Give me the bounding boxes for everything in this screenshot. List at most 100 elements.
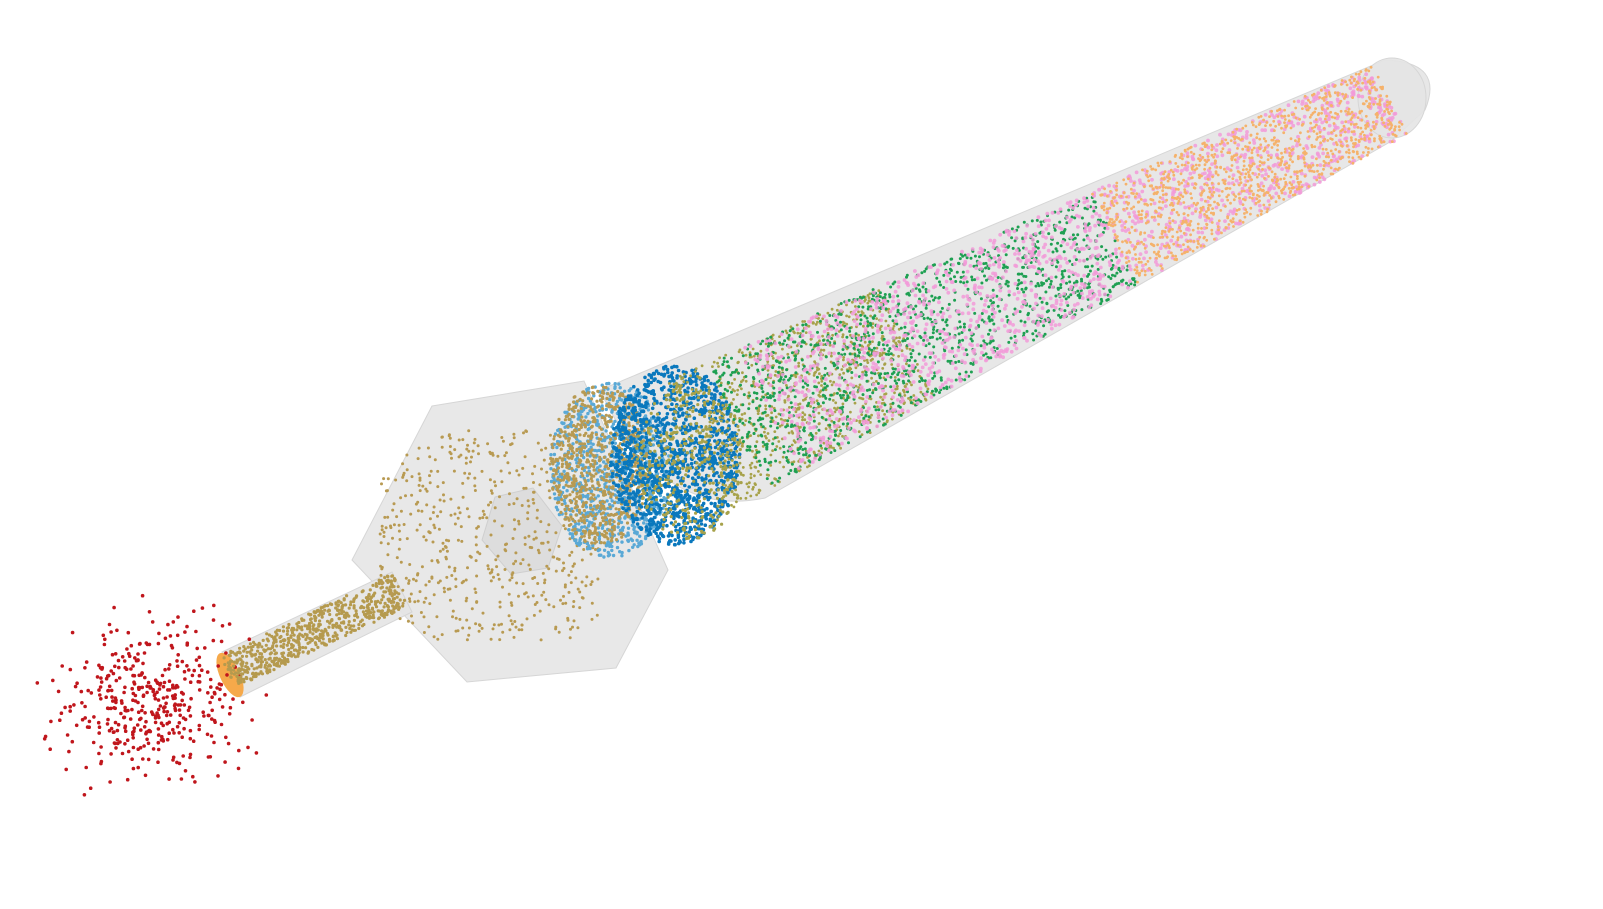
outside-source-particle [167, 777, 171, 781]
downstream-olive-particle [723, 459, 727, 463]
inlet-pipe-particle [281, 629, 286, 633]
swirl-front-light-particle [552, 452, 557, 457]
inlet-pipe-particle [244, 664, 248, 669]
swirl-front-light-particle [590, 402, 594, 406]
inlet-pipe-particle [265, 632, 269, 636]
inlet-pipe-particle [369, 611, 373, 615]
downstream-olive-particle [710, 406, 715, 410]
inlet-pipe-particle [327, 609, 331, 613]
inlet-pipe-particle [377, 580, 382, 584]
inlet-pipe-particle [383, 590, 388, 594]
hexagonal-chamber-particle [526, 595, 530, 599]
outside-source-particle [162, 709, 166, 714]
inlet-pipe-particle [301, 650, 305, 654]
inlet-pipe-particle [274, 630, 278, 634]
swirl-front-dark-particle [623, 398, 628, 402]
outside-source-particle [131, 766, 136, 771]
hexagonal-chamber-particle [578, 496, 582, 500]
hexagonal-chamber-particle [391, 508, 395, 512]
swirl-front-light-particle [630, 523, 634, 527]
outside-source-particle [87, 719, 92, 724]
hexagonal-chamber-particle [432, 523, 436, 527]
hexagonal-chamber-particle [568, 446, 573, 451]
hexagonal-chamber-particle [614, 538, 619, 542]
swirl-front-dark-particle [617, 448, 622, 453]
inlet-pipe-particle [367, 616, 371, 620]
downstream-olive-particle [675, 504, 679, 508]
inlet-pipe-particle [242, 668, 246, 672]
downstream-olive-particle [654, 498, 659, 502]
swirl-front-light-particle [597, 537, 601, 541]
swirl-front-dark-particle [725, 502, 730, 507]
hexagonal-chamber-particle [447, 565, 451, 569]
swirl-front-light-particle [586, 396, 591, 401]
outside-source-particle [167, 679, 172, 683]
hexagonal-chamber-particle [427, 625, 431, 629]
hexagonal-chamber-particle [475, 574, 479, 578]
hexagonal-chamber-particle [569, 500, 573, 505]
swirl-front-dark-particle [666, 534, 671, 538]
inlet-pipe-particle [234, 671, 238, 675]
swirl-front-light-particle [600, 526, 605, 530]
hexagonal-chamber-particle [610, 450, 614, 454]
hexagonal-chamber-particle [416, 509, 420, 513]
outside-source-particle [197, 655, 202, 660]
downstream-olive-particle [736, 482, 740, 486]
hexagonal-chamber-particle [567, 507, 571, 512]
swirl-front-light-particle [556, 496, 560, 500]
downstream-olive-particle [640, 440, 644, 444]
inlet-pipe-particle [296, 625, 300, 629]
outside-source-particle [169, 643, 174, 648]
downstream-olive-particle [710, 467, 714, 471]
swirl-front-light-particle [589, 445, 593, 449]
inlet-pipe-particle [331, 634, 335, 639]
outside-source-particle [107, 728, 112, 733]
inlet-pipe-particle [316, 645, 320, 650]
downstream-olive-particle [651, 437, 655, 441]
downstream-olive-particle [748, 463, 752, 467]
hexagonal-chamber-particle [567, 403, 572, 407]
outside-source-particle [153, 716, 158, 720]
inlet-pipe-particle [320, 615, 324, 619]
outside-source-particle [188, 680, 193, 684]
outside-source-particle [64, 767, 68, 772]
hexagonal-chamber-particle [561, 443, 565, 447]
hexagonal-chamber-particle [453, 448, 457, 452]
inlet-pipe-particle [250, 662, 254, 666]
downstream-olive-particle [647, 459, 652, 463]
swirl-front-dark-particle [698, 434, 702, 439]
outside-source-particle [219, 722, 224, 727]
downstream-olive-particle [675, 530, 680, 535]
swirl-front-dark-particle [618, 476, 623, 481]
hexagonal-chamber-particle [605, 485, 609, 489]
downstream-olive-particle [643, 454, 647, 458]
hexagonal-chamber-particle [386, 515, 390, 519]
hexagonal-chamber-particle [392, 523, 396, 527]
hexagonal-chamber-particle [510, 442, 514, 446]
downstream-olive-particle [749, 472, 753, 476]
inlet-pipe-particle [227, 664, 231, 668]
outside-source-particle [135, 723, 140, 727]
swirl-front-dark-particle [687, 396, 692, 400]
hexagonal-chamber-particle [591, 507, 595, 511]
hexagonal-chamber-particle [605, 404, 609, 408]
swirl-front-light-particle [580, 525, 584, 529]
hexagonal-chamber-particle [575, 495, 579, 499]
downstream-olive-particle [695, 461, 699, 465]
hexagonal-chamber-particle [603, 445, 607, 449]
hexagonal-chamber-particle [593, 541, 597, 545]
hexagonal-chamber-particle [543, 578, 547, 582]
inlet-pipe-particle [300, 625, 304, 629]
hexagonal-chamber-particle [537, 551, 541, 555]
hexagonal-chamber-particle [578, 433, 582, 437]
swirl-front-light-particle [570, 507, 574, 511]
swirl-front-dark-particle [644, 525, 649, 529]
hexagonal-chamber-particle [474, 543, 478, 547]
swirl-front-light-particle [602, 438, 607, 443]
inlet-pipe-particle [240, 664, 244, 668]
downstream-olive-particle [668, 398, 672, 402]
hexagonal-chamber-particle [578, 442, 582, 446]
swirl-front-dark-particle [728, 433, 733, 437]
inlet-pipe-particle [369, 599, 373, 604]
